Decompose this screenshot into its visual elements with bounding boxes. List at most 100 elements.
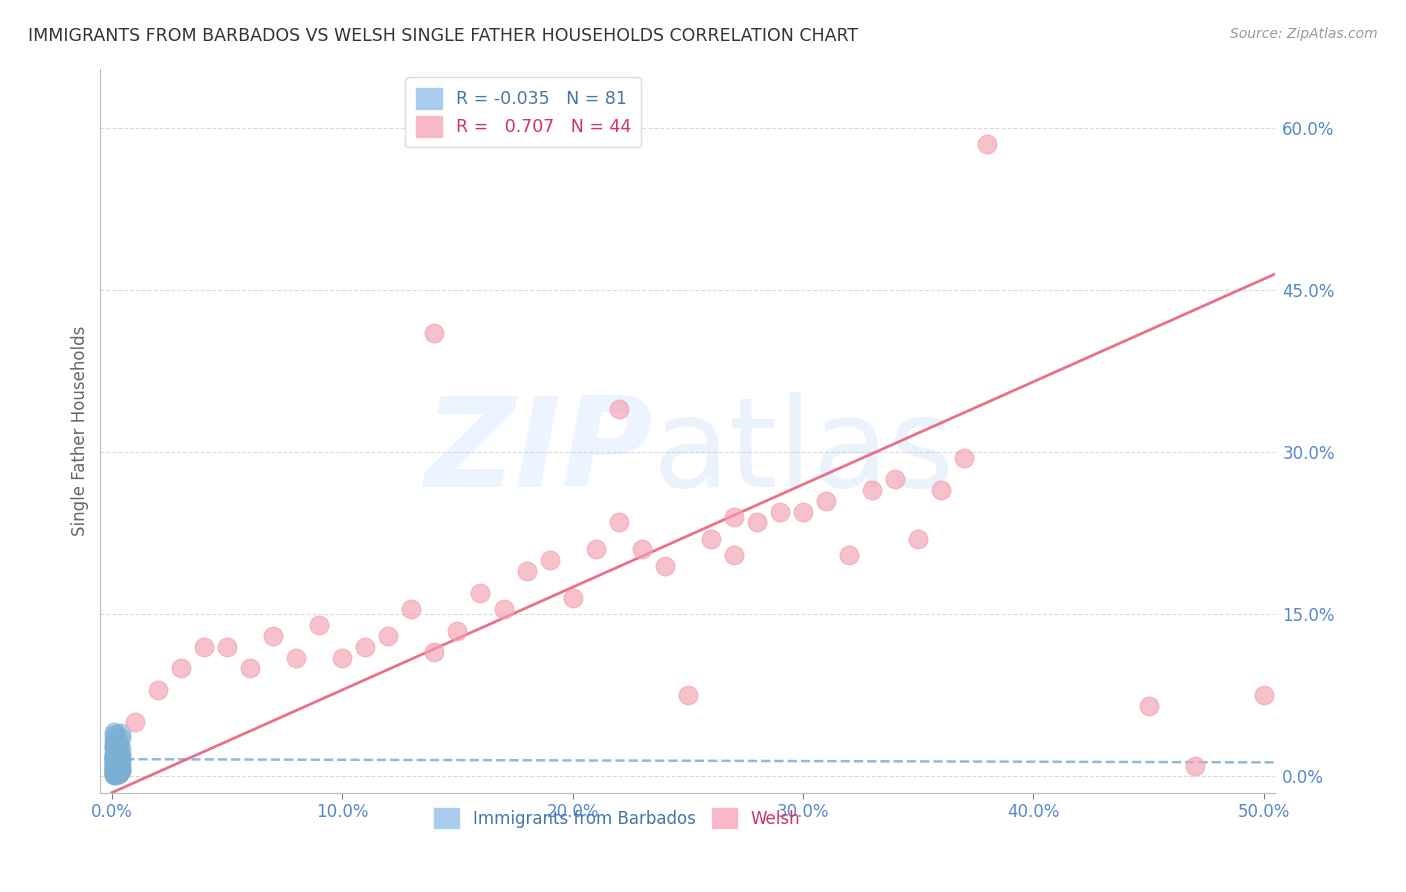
Point bbox=[110, 764, 132, 778]
Point bbox=[105, 758, 128, 772]
Point bbox=[107, 763, 129, 777]
Point bbox=[105, 764, 128, 778]
Point bbox=[105, 768, 128, 782]
Point bbox=[110, 747, 132, 762]
Point bbox=[110, 726, 132, 740]
Point bbox=[105, 743, 128, 757]
Point bbox=[792, 505, 814, 519]
Point bbox=[103, 764, 125, 778]
Point bbox=[110, 741, 132, 756]
Point bbox=[103, 768, 125, 782]
Point bbox=[105, 761, 128, 775]
Point bbox=[446, 624, 468, 638]
Point bbox=[105, 760, 128, 774]
Point bbox=[103, 750, 125, 764]
Point bbox=[103, 768, 125, 782]
Point bbox=[884, 472, 907, 486]
Point bbox=[561, 591, 583, 606]
Legend: Immigrants from Barbados, Welsh: Immigrants from Barbados, Welsh bbox=[427, 801, 807, 835]
Point bbox=[769, 505, 792, 519]
Point bbox=[654, 558, 676, 573]
Point bbox=[470, 585, 492, 599]
Point bbox=[607, 516, 630, 530]
Point bbox=[103, 766, 125, 780]
Point bbox=[103, 767, 125, 781]
Point bbox=[107, 761, 129, 775]
Point bbox=[745, 516, 768, 530]
Point bbox=[1253, 689, 1275, 703]
Point bbox=[838, 548, 860, 562]
Point bbox=[377, 629, 399, 643]
Point bbox=[676, 689, 699, 703]
Point bbox=[107, 746, 129, 760]
Point bbox=[107, 757, 129, 772]
Point bbox=[105, 727, 128, 741]
Point bbox=[110, 754, 132, 768]
Point bbox=[105, 750, 128, 764]
Point bbox=[103, 756, 125, 771]
Point bbox=[103, 753, 125, 767]
Point bbox=[105, 756, 128, 771]
Point bbox=[107, 751, 129, 765]
Point bbox=[630, 542, 652, 557]
Point bbox=[103, 762, 125, 776]
Point bbox=[423, 326, 446, 341]
Point bbox=[110, 757, 132, 772]
Point bbox=[103, 748, 125, 763]
Point bbox=[105, 765, 128, 780]
Point bbox=[262, 629, 284, 643]
Point bbox=[354, 640, 377, 654]
Point bbox=[110, 747, 132, 762]
Point bbox=[103, 751, 125, 765]
Point bbox=[107, 736, 129, 750]
Point bbox=[103, 728, 125, 742]
Point bbox=[285, 650, 308, 665]
Point bbox=[105, 731, 128, 746]
Point bbox=[105, 767, 128, 781]
Point bbox=[105, 750, 128, 764]
Point bbox=[107, 738, 129, 752]
Point bbox=[103, 747, 125, 761]
Point bbox=[105, 753, 128, 767]
Point bbox=[110, 753, 132, 767]
Point bbox=[105, 735, 128, 749]
Point bbox=[105, 752, 128, 766]
Point bbox=[105, 736, 128, 750]
Point bbox=[538, 553, 561, 567]
Point bbox=[110, 763, 132, 777]
Point bbox=[107, 761, 129, 775]
Point bbox=[103, 758, 125, 772]
Point bbox=[401, 602, 423, 616]
Point bbox=[103, 725, 125, 739]
Point bbox=[239, 661, 262, 675]
Point bbox=[107, 758, 129, 772]
Point bbox=[107, 739, 129, 754]
Point bbox=[107, 766, 129, 780]
Point bbox=[105, 747, 128, 761]
Point bbox=[110, 731, 132, 745]
Point bbox=[107, 748, 129, 763]
Point bbox=[215, 640, 238, 654]
Point bbox=[170, 661, 193, 675]
Point bbox=[105, 766, 128, 780]
Point bbox=[103, 763, 125, 777]
Point bbox=[953, 450, 976, 465]
Point bbox=[103, 765, 125, 780]
Point bbox=[103, 737, 125, 751]
Point bbox=[860, 483, 883, 497]
Point bbox=[423, 645, 446, 659]
Point bbox=[103, 739, 125, 754]
Point bbox=[193, 640, 215, 654]
Point bbox=[107, 766, 129, 780]
Point bbox=[607, 401, 630, 416]
Point bbox=[105, 745, 128, 759]
Point bbox=[105, 733, 128, 747]
Point bbox=[103, 760, 125, 774]
Point bbox=[976, 137, 998, 152]
Point bbox=[105, 756, 128, 771]
Point bbox=[723, 548, 745, 562]
Point bbox=[516, 564, 538, 578]
Point bbox=[103, 756, 125, 770]
Text: atlas: atlas bbox=[652, 392, 955, 513]
Point bbox=[103, 740, 125, 755]
